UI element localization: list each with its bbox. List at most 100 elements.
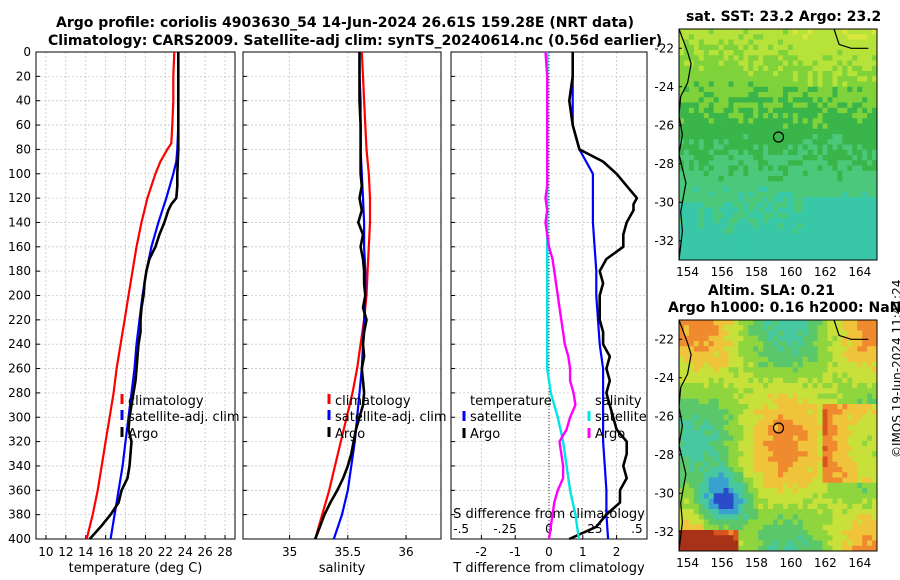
map-cell xyxy=(728,409,734,415)
map-cell xyxy=(778,76,784,82)
map-cell xyxy=(817,367,823,373)
map-cell xyxy=(753,482,759,489)
map-cell xyxy=(822,102,828,109)
sla-map-title-2: Argo h1000: 0.16 h2000: NaN xyxy=(668,300,900,316)
map-cell xyxy=(802,134,809,140)
map-cell xyxy=(867,320,873,326)
map-cell xyxy=(713,39,719,46)
map-cell xyxy=(807,97,814,103)
map-cell xyxy=(763,425,769,431)
map-cell xyxy=(822,335,828,342)
map-cell xyxy=(728,165,734,172)
map-cell xyxy=(703,482,710,489)
map-cell xyxy=(713,404,719,410)
map-cell xyxy=(708,425,715,431)
map-cell xyxy=(852,393,858,400)
map-cell xyxy=(708,325,715,331)
map-cell xyxy=(738,65,744,72)
map-cell xyxy=(787,233,794,240)
t-diff-xlabel: T difference from climatology xyxy=(452,561,645,576)
map-cell xyxy=(807,404,814,410)
map-cell xyxy=(718,330,724,337)
map-cell xyxy=(787,346,794,352)
map-cell xyxy=(802,44,809,51)
map-cell xyxy=(718,320,724,326)
map-cell xyxy=(738,123,744,130)
map-cell xyxy=(733,477,739,484)
map-cell xyxy=(728,254,734,261)
map-cell xyxy=(782,514,789,520)
map-cell xyxy=(738,451,744,457)
map-cell xyxy=(728,514,734,520)
map-cell xyxy=(679,55,685,61)
map-cell xyxy=(867,113,873,119)
map-cell xyxy=(792,181,799,187)
map-cell xyxy=(832,377,838,384)
map-cell xyxy=(748,134,754,140)
map-cell xyxy=(782,34,789,40)
map-cell xyxy=(773,335,779,342)
map-cell xyxy=(753,367,759,373)
map-cell xyxy=(703,383,710,389)
map-x-tick-label: 162 xyxy=(814,265,837,279)
map-cell xyxy=(773,44,779,51)
map-cell xyxy=(773,509,779,515)
map-cell xyxy=(703,39,710,46)
map-cell xyxy=(822,44,828,51)
map-cell xyxy=(773,71,779,77)
map-cell xyxy=(867,218,873,224)
map-cell xyxy=(733,123,739,130)
map-cell xyxy=(748,524,754,531)
map-cell xyxy=(679,86,685,93)
map-cell xyxy=(782,393,789,400)
map-cell xyxy=(723,372,729,379)
map-cell xyxy=(703,144,710,151)
map-cell xyxy=(832,372,838,379)
map-cell xyxy=(708,139,715,145)
map-cell xyxy=(782,76,789,82)
map-cell xyxy=(847,29,853,35)
map-cell xyxy=(738,456,744,463)
map-cell xyxy=(807,239,814,245)
map-cell xyxy=(807,367,814,373)
map-cell xyxy=(743,425,749,431)
map-cell xyxy=(768,325,774,331)
map-cell xyxy=(862,86,868,93)
map-cell xyxy=(832,71,838,77)
map-cell xyxy=(748,39,754,46)
map-cell xyxy=(832,65,838,72)
map-cell xyxy=(758,76,764,82)
map-cell xyxy=(738,149,744,156)
map-cell xyxy=(807,524,814,531)
map-cell xyxy=(743,107,749,114)
map-cell xyxy=(733,435,739,442)
map-cell xyxy=(812,414,818,421)
map-cell xyxy=(842,335,848,342)
map-cell xyxy=(817,60,823,67)
map-cell xyxy=(817,123,823,130)
map-cell xyxy=(693,393,700,400)
map-cell xyxy=(733,113,739,119)
map-cell xyxy=(862,139,868,145)
map-cell xyxy=(832,498,838,505)
map-cell xyxy=(872,71,878,77)
map-cell xyxy=(683,335,690,342)
map-cell xyxy=(708,39,715,46)
map-cell xyxy=(787,320,794,326)
map-cell xyxy=(832,540,838,547)
map-cell xyxy=(708,330,715,337)
map-cell xyxy=(688,482,695,489)
map-cell xyxy=(782,228,789,235)
map-cell xyxy=(827,176,833,182)
map-cell xyxy=(773,388,779,394)
map-cell xyxy=(867,377,873,384)
map-cell xyxy=(733,176,739,182)
map-cell xyxy=(698,29,705,35)
map-y-tick-label: -24 xyxy=(654,371,674,385)
map-cell xyxy=(693,212,700,219)
map-cell xyxy=(787,472,794,478)
map-cell xyxy=(753,197,759,203)
map-cell xyxy=(872,545,878,552)
map-cell xyxy=(708,503,715,510)
map-cell xyxy=(728,81,734,88)
